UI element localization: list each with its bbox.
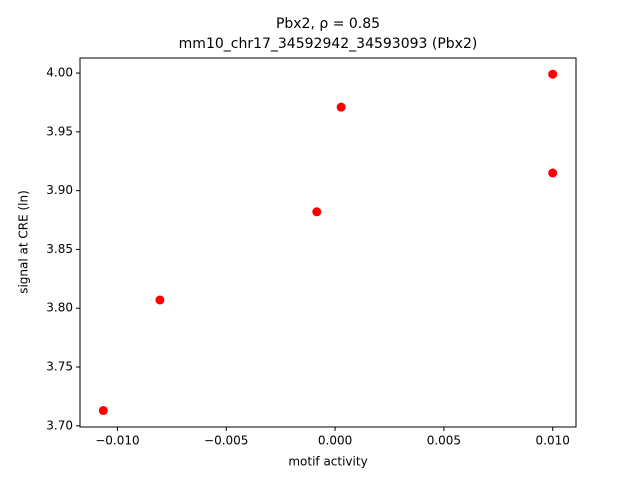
x-tick-label: 0.010 [536,434,570,448]
plot-frame [79,57,577,428]
point [548,69,558,79]
x-tick-label: −0.005 [204,434,248,448]
x-tick-label: −0.010 [95,434,139,448]
y-tick-label: 3.90 [46,183,73,197]
x-axis-label: motif activity [288,455,367,469]
point [336,102,346,112]
point [548,168,558,178]
x-tick-label: 0.005 [427,434,461,448]
point [155,295,165,305]
chart-title: Pbx2, ρ = 0.85 [276,16,380,32]
y-tick-label: 3.85 [46,242,73,256]
y-tick-label: 3.70 [46,418,73,432]
y-tick-label: 3.75 [46,360,73,374]
y-tick-label: 3.95 [46,124,73,138]
chart-subtitle: mm10_chr17_34592942_34593093 (Pbx2) [179,36,478,52]
y-tick-label: 3.80 [46,301,73,315]
point [98,406,108,416]
x-tick-label: 0.000 [318,434,352,448]
point [312,207,322,217]
y-axis-label: signal at CRE (ln) [17,190,31,294]
y-tick-label: 4.00 [46,66,73,80]
